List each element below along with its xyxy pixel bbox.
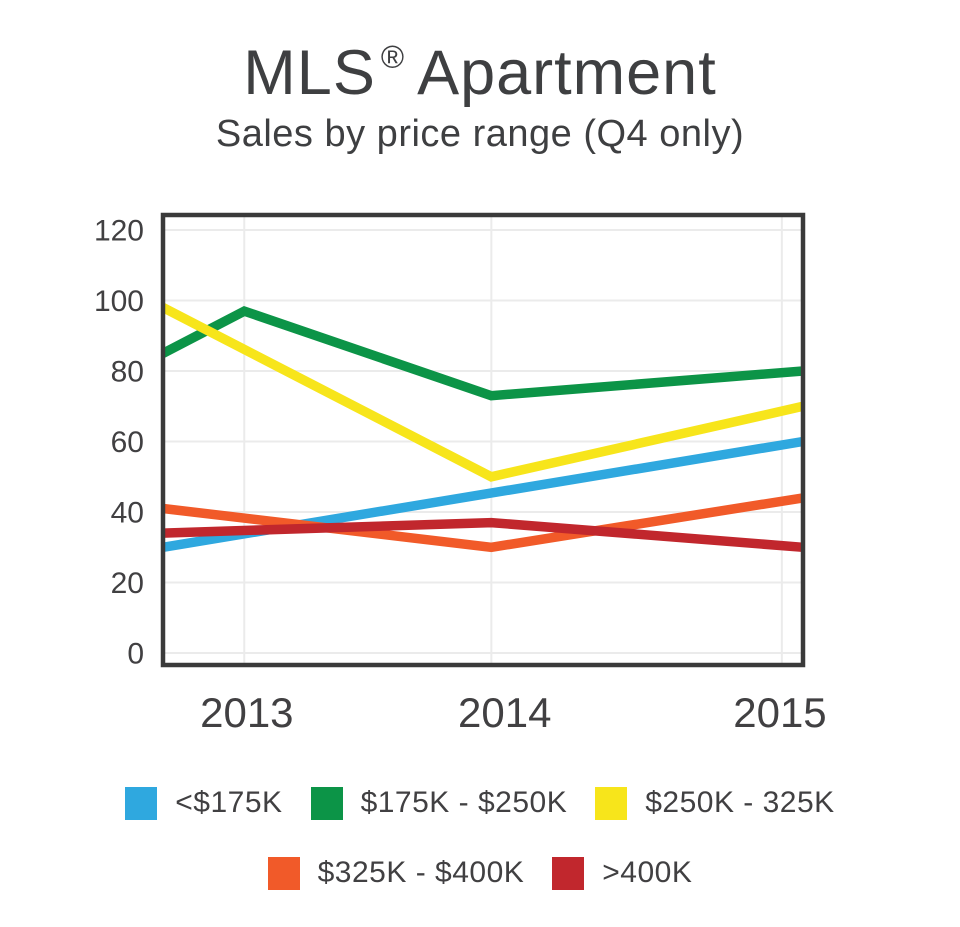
legend-swatch-gt-400k — [552, 856, 585, 890]
y-axis-tick-label: 100 — [94, 285, 144, 318]
series-line-gt-400k — [162, 517, 804, 553]
chart-title: MLS ® Apartment — [0, 39, 960, 105]
legend-row: <$175K $175K - $250K $250K - 325K — [125, 786, 834, 820]
legend-swatch-325k-400k — [267, 856, 300, 890]
series-line-250k-325k — [160, 303, 805, 482]
legend-label: <$175K — [175, 786, 283, 819]
legend-row: $325K - $400K >400K — [267, 856, 693, 890]
registered-trademark-symbol: ® — [380, 39, 406, 75]
legend-swatch-250k-325k — [595, 786, 628, 820]
title-text: MLS — [243, 38, 376, 108]
plot-border — [160, 212, 806, 668]
y-axis-tick-label: 60 — [111, 426, 144, 459]
legend-label: $250K - 325K — [645, 786, 835, 819]
y-axis-tick-label: 0 — [127, 638, 144, 671]
chart-subtitle: Sales by price range (Q4 only) — [215, 113, 745, 155]
legend-label: >400K — [602, 856, 693, 889]
chart-header: MLS ® Apartment Sales by price range (Q4 o… — [0, 39, 960, 155]
legend-label: $325K - $400K — [317, 856, 525, 889]
y-axis-tick-label: 40 — [111, 497, 144, 530]
line-chart-svg: 0 20 40 60 80 100 120 2013 2014 2015 — [94, 212, 827, 736]
series-line-325k-400k — [162, 493, 804, 553]
y-axis-tick-label: 20 — [111, 567, 144, 600]
y-axis-tick-label: 80 — [111, 356, 144, 389]
legend-label: $175K - $250K — [360, 786, 568, 819]
legend-item-250k-325k: $250K - 325K — [595, 786, 834, 820]
x-axis-tick-label: 2015 — [733, 689, 826, 736]
legend-item-175k-250k: $175K - $250K — [310, 786, 568, 820]
y-axis-tick-label: 120 — [94, 215, 144, 248]
legend-swatch-lt-175k — [125, 786, 158, 820]
legend-item-gt-400k: >400K — [552, 856, 692, 890]
x-axis-tick-label: 2013 — [200, 689, 293, 736]
legend: <$175K $175K - $250K $250K - 325K $325K - $… — [0, 786, 960, 890]
title-text-suffix: Apartment — [417, 38, 717, 108]
legend-item-325k-400k: $325K - $400K — [267, 856, 525, 890]
legend-item-lt-175k: <$175K — [125, 786, 282, 820]
legend-swatch-175k-250k — [310, 786, 343, 820]
x-axis-tick-label: 2014 — [458, 689, 551, 736]
